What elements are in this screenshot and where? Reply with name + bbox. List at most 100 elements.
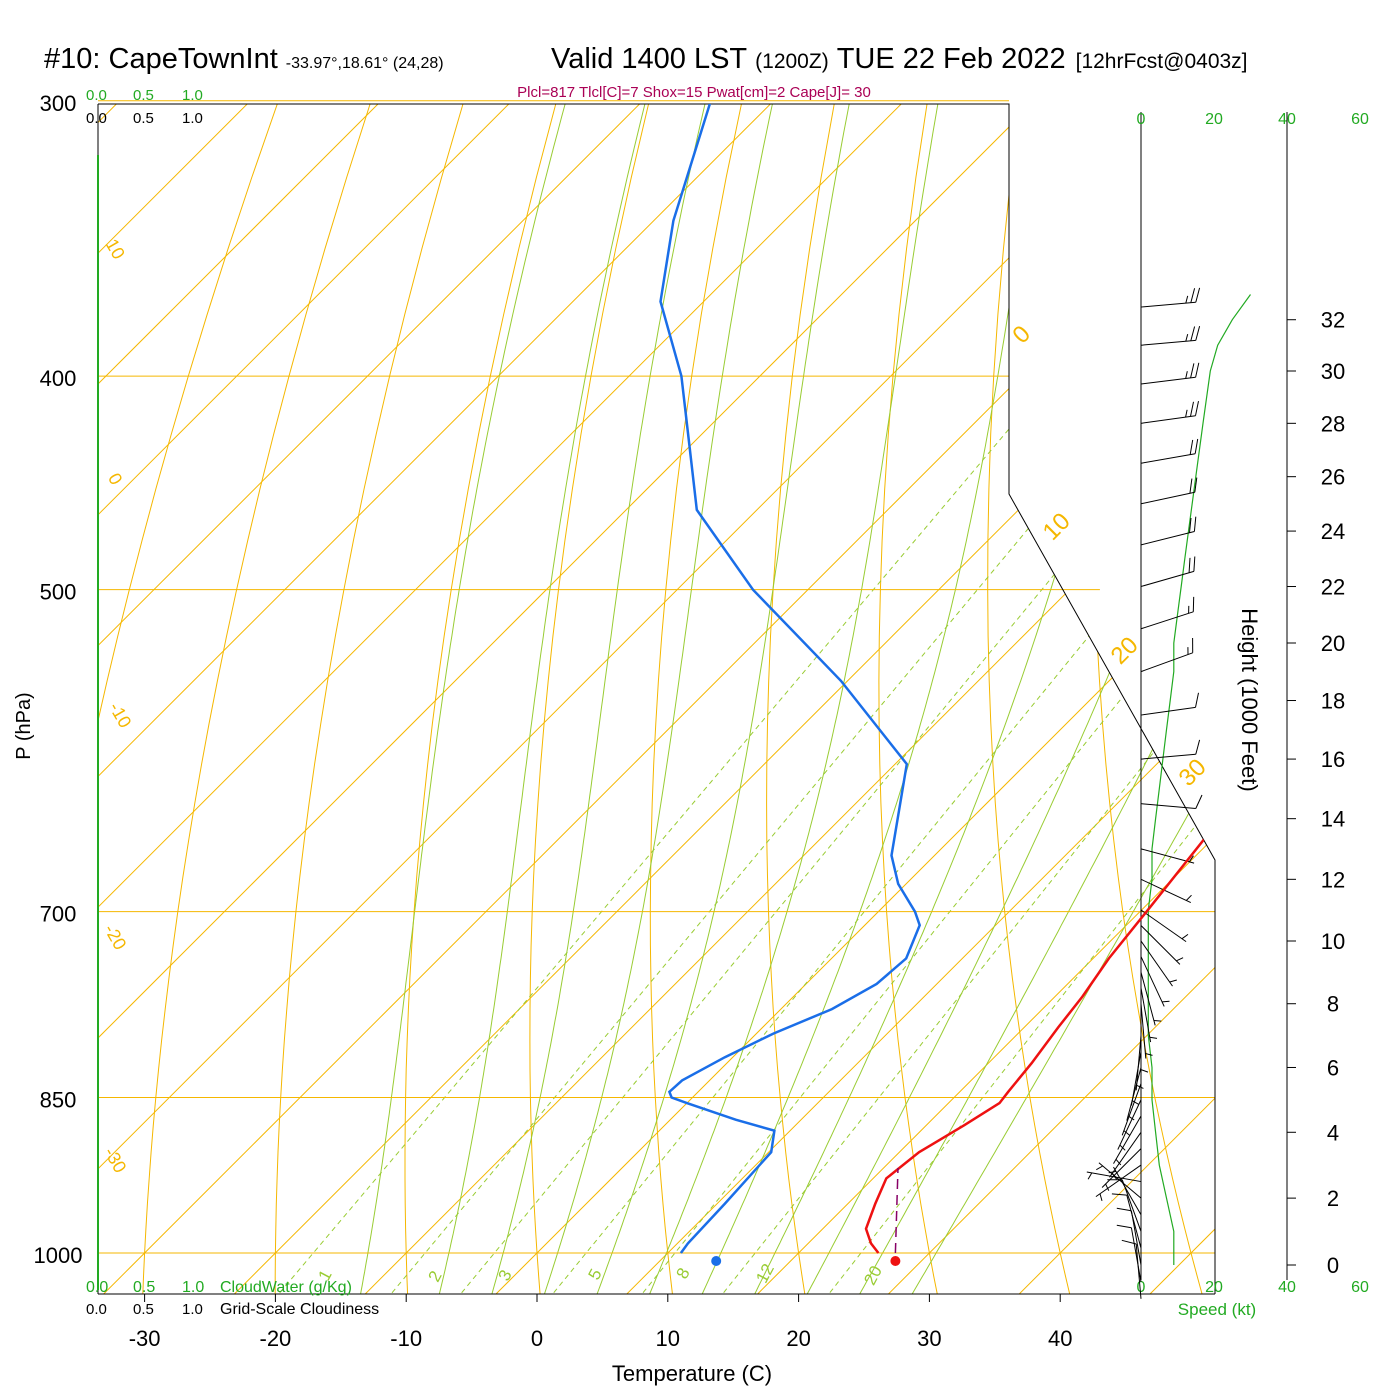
height-tick-label: 12 xyxy=(1321,867,1345,892)
wind-barb xyxy=(1140,987,1158,1043)
stability-indices: Plcl=817 Tlcl[C]=7 Shox=15 Pwat[cm]=2 Ca… xyxy=(517,84,871,101)
barb-staff xyxy=(1140,1003,1147,1059)
barb-staff xyxy=(1140,376,1196,385)
mixing-ratio-label: 2 xyxy=(425,1268,446,1285)
barb-staff xyxy=(1130,1227,1142,1282)
isotherm-line xyxy=(98,104,949,1294)
wind-barb xyxy=(1113,1115,1142,1166)
barb-half-feather xyxy=(1123,1130,1130,1136)
moist-adiabat-line xyxy=(489,104,751,1294)
barb-feather xyxy=(1190,326,1196,342)
wind-barb xyxy=(1140,692,1199,716)
barb-staff xyxy=(1140,706,1196,716)
height-tick-label: 6 xyxy=(1327,1055,1339,1080)
wind-barb xyxy=(1101,1148,1142,1191)
barb-staff xyxy=(1140,972,1156,1026)
moist-adiabat-line xyxy=(803,104,1215,1294)
dry-adiabat-line xyxy=(1194,104,1215,1294)
speed-axis-title: Speed (kt) xyxy=(1178,1300,1256,1319)
dry-adiabat-line xyxy=(529,104,696,1294)
wind-barb xyxy=(1140,516,1197,546)
mixing-ratio-line xyxy=(547,375,1215,1294)
barb-staff xyxy=(1140,987,1152,1043)
speed-tick-bottom: 0 xyxy=(1137,1279,1146,1296)
barb-feather xyxy=(1190,401,1194,417)
speed-tick-bottom: 60 xyxy=(1351,1279,1369,1296)
top-black-scale-0: 0.0 xyxy=(86,110,107,127)
wind-barb xyxy=(1108,1166,1142,1215)
barb-staff xyxy=(1140,415,1196,424)
height-tick-label: 2 xyxy=(1327,1186,1339,1211)
speed-tick-bottom: 20 xyxy=(1205,1279,1223,1296)
barb-staff xyxy=(1135,1243,1142,1299)
height-tick-label: 18 xyxy=(1321,689,1345,714)
height-tick-label: 0 xyxy=(1327,1253,1339,1278)
plot-frame xyxy=(97,100,1216,1295)
barb-staff xyxy=(1140,491,1195,505)
barb-staff xyxy=(1140,611,1194,630)
wind-barb xyxy=(1140,956,1170,1007)
height-tick-label: 26 xyxy=(1321,465,1345,490)
barb-half-feather xyxy=(1153,1020,1162,1022)
station-coords: -33.97°,18.61° (24,28) xyxy=(286,55,444,72)
barb-staff xyxy=(1140,940,1173,987)
pressure-tick-label: 400 xyxy=(40,366,77,391)
height-tick-label: 20 xyxy=(1321,631,1345,656)
mixing-ratio-label: 3 xyxy=(495,1267,516,1284)
wind-barb xyxy=(1140,637,1194,673)
speed-tick-top: 0 xyxy=(1137,111,1146,128)
barb-staff xyxy=(1130,1210,1142,1266)
mixing-ratio-line xyxy=(637,375,1215,1294)
barb-staff xyxy=(1140,909,1187,943)
dry-adiabat-line xyxy=(404,104,608,1294)
top-green-scale-2: 1.0 xyxy=(182,87,203,104)
top-green-scale-0: 0.0 xyxy=(86,87,107,104)
barb-staff xyxy=(1140,925,1181,965)
pressure-tick-label: 300 xyxy=(40,91,77,116)
dry-adiabat-label: -30 xyxy=(100,1144,130,1177)
pressure-tick-label: 700 xyxy=(40,902,77,927)
barb-staff xyxy=(1126,1194,1142,1249)
barb-half-feather xyxy=(1096,1165,1103,1171)
bottom-black-scale-1: 0.5 xyxy=(133,1301,154,1318)
wind-barb xyxy=(1116,1224,1142,1282)
barb-feather xyxy=(1193,516,1197,532)
zulu-time: (1200Z) xyxy=(755,50,829,73)
barb-feather xyxy=(1188,557,1191,573)
barb-half-feather xyxy=(1176,957,1184,962)
isotherm-line xyxy=(98,104,1215,1294)
temperature-tick-label: -30 xyxy=(129,1326,161,1351)
temperature-tick-label: 20 xyxy=(786,1326,810,1351)
height-tick-label: 28 xyxy=(1321,411,1345,436)
barb-feather xyxy=(1194,477,1198,493)
barb-feather xyxy=(1190,288,1196,303)
wind-barb xyxy=(1095,1164,1142,1202)
dry-adiabat-line xyxy=(878,104,960,1294)
wind-barb xyxy=(1140,556,1196,588)
barb-half-feather xyxy=(1115,1158,1122,1166)
wind-barb xyxy=(1140,878,1192,904)
barb-half-feather xyxy=(1185,894,1192,901)
wind-barb xyxy=(1126,1067,1142,1121)
mixing-ratio-line xyxy=(273,375,1055,1294)
dry-adiabat-label: -10 xyxy=(105,699,135,732)
isotherm-label: 10 xyxy=(1038,508,1076,546)
barb-staff xyxy=(1140,803,1196,809)
station-title: #10: CapeTownInt xyxy=(44,43,278,75)
wind-barb xyxy=(1117,1099,1142,1151)
barb-staff xyxy=(1140,652,1193,673)
dry-adiabat-line xyxy=(766,104,872,1294)
barb-staff xyxy=(1121,1179,1142,1232)
barb-staff xyxy=(1140,453,1196,464)
barb-half-feather xyxy=(1145,1053,1153,1056)
barb-staff xyxy=(1113,1166,1142,1215)
dry-adiabat-line xyxy=(98,104,344,1294)
isotherm-line xyxy=(98,104,1080,1294)
mixing-ratio-line xyxy=(823,375,1215,1294)
barb-feather xyxy=(1189,517,1192,533)
barb-half-feather xyxy=(1169,979,1177,983)
barb-feather xyxy=(1189,439,1194,455)
wind-barb xyxy=(1121,1239,1142,1299)
wind-barb xyxy=(1116,1207,1142,1266)
isotherm-label: 30 xyxy=(1174,754,1212,792)
